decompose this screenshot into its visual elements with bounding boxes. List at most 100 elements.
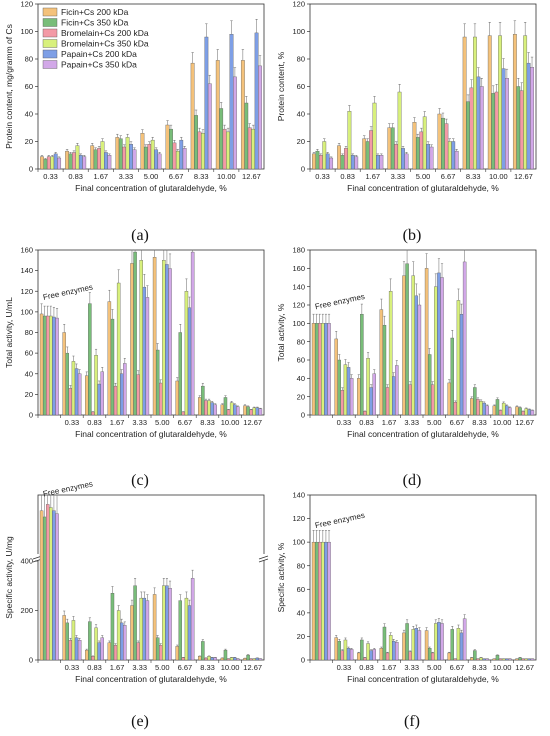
bar xyxy=(93,149,98,170)
x-tick-label: 8.33 xyxy=(200,418,215,427)
panel-f-chart: 0 20 40 60 80 100 120 140 0.33 0.83 1.67 3.33 5.00 6.… xyxy=(276,491,537,684)
bar xyxy=(240,60,245,170)
bar xyxy=(178,332,182,416)
bar xyxy=(334,637,338,661)
legend-swatch xyxy=(42,28,58,38)
bar xyxy=(379,648,384,661)
x-tick-label: 10.00 xyxy=(217,172,236,181)
bar xyxy=(100,141,105,170)
legend-swatch xyxy=(42,49,58,59)
bar xyxy=(204,657,208,661)
bar xyxy=(194,115,198,170)
bar xyxy=(470,657,474,661)
panel-c-chart: 0 20 40 60 80 100 120 140 160 0.33 0.83 1.67 3.33 5.0… xyxy=(4,246,265,439)
x-tick-label: 0.83 xyxy=(87,418,102,427)
bar xyxy=(521,411,525,416)
x-tick-label: 1.67 xyxy=(382,418,397,427)
bar xyxy=(75,145,80,170)
bar xyxy=(369,650,373,661)
bar xyxy=(65,352,69,416)
bar xyxy=(512,34,517,170)
y-axis-title: Total activity, U/mL xyxy=(4,297,14,368)
bar xyxy=(154,149,159,170)
x-tick-label: 1.67 xyxy=(93,172,108,181)
bar xyxy=(347,111,352,170)
bar xyxy=(479,401,483,416)
bar xyxy=(312,153,316,170)
bar xyxy=(498,658,503,661)
x-tick-label: 1.67 xyxy=(110,418,125,427)
x-tick-label: 5.00 xyxy=(416,172,431,181)
bar xyxy=(405,623,409,661)
x-tick-label: 12.67 xyxy=(243,418,262,427)
bar xyxy=(159,382,163,416)
bar xyxy=(476,399,480,416)
bar xyxy=(100,371,104,416)
y-tick-label: 100 xyxy=(292,27,305,36)
bar xyxy=(226,131,230,170)
bar xyxy=(530,67,534,170)
bar xyxy=(49,507,53,661)
y-axis-title: Specific activity, % xyxy=(276,542,286,612)
bar xyxy=(518,657,522,661)
bar xyxy=(462,36,467,170)
bar xyxy=(90,145,95,170)
bar xyxy=(516,86,521,170)
x-tick-label: 6.67 xyxy=(178,663,193,672)
y-tick-label: 0 xyxy=(29,411,33,420)
bar xyxy=(429,146,434,170)
bar xyxy=(197,131,202,170)
annotation-text: Free enzymes xyxy=(314,292,365,311)
x-tick-label: 0.83 xyxy=(359,663,374,672)
bar xyxy=(233,404,237,416)
y-tick-label: 120 xyxy=(292,301,305,310)
bar xyxy=(175,646,179,661)
bar xyxy=(118,138,123,170)
bar xyxy=(394,144,399,170)
bar xyxy=(152,257,157,416)
bar xyxy=(97,148,101,170)
bar xyxy=(39,313,44,416)
bar xyxy=(258,408,263,416)
bar xyxy=(145,600,150,661)
y-tick-label: 140 xyxy=(292,282,305,291)
bar xyxy=(184,597,189,661)
y-tick-label: 20 xyxy=(25,137,33,146)
bar xyxy=(162,260,166,416)
bar xyxy=(178,600,182,661)
x-axis-title: Final concentration of glutaraldehyde, % xyxy=(75,183,227,193)
bar xyxy=(65,622,69,661)
bar xyxy=(411,275,415,416)
y-tick-label: 140 xyxy=(292,491,305,500)
bar xyxy=(395,365,399,416)
bar xyxy=(88,303,92,416)
bar xyxy=(207,400,211,416)
bar xyxy=(501,402,506,416)
bar xyxy=(524,408,528,416)
bar xyxy=(222,128,227,170)
annotation-text: Free enzymes xyxy=(314,511,365,530)
bar xyxy=(324,323,328,416)
bar xyxy=(129,144,133,170)
bar xyxy=(201,641,205,661)
bar xyxy=(340,390,345,416)
bar xyxy=(344,148,348,170)
bar xyxy=(145,297,150,416)
bar xyxy=(343,639,348,661)
bar xyxy=(440,623,444,661)
bar xyxy=(505,405,509,416)
bar xyxy=(165,585,169,661)
bar xyxy=(71,620,76,661)
bar xyxy=(142,286,147,416)
bar xyxy=(62,615,66,661)
bar xyxy=(485,658,489,661)
y-tick-label: 40 xyxy=(297,374,305,383)
y-tick-label: 60 xyxy=(297,356,305,365)
bar xyxy=(46,315,50,416)
bar xyxy=(168,268,172,416)
bar xyxy=(94,627,98,661)
bar xyxy=(113,644,118,661)
bar xyxy=(40,156,44,170)
bar xyxy=(366,643,370,661)
